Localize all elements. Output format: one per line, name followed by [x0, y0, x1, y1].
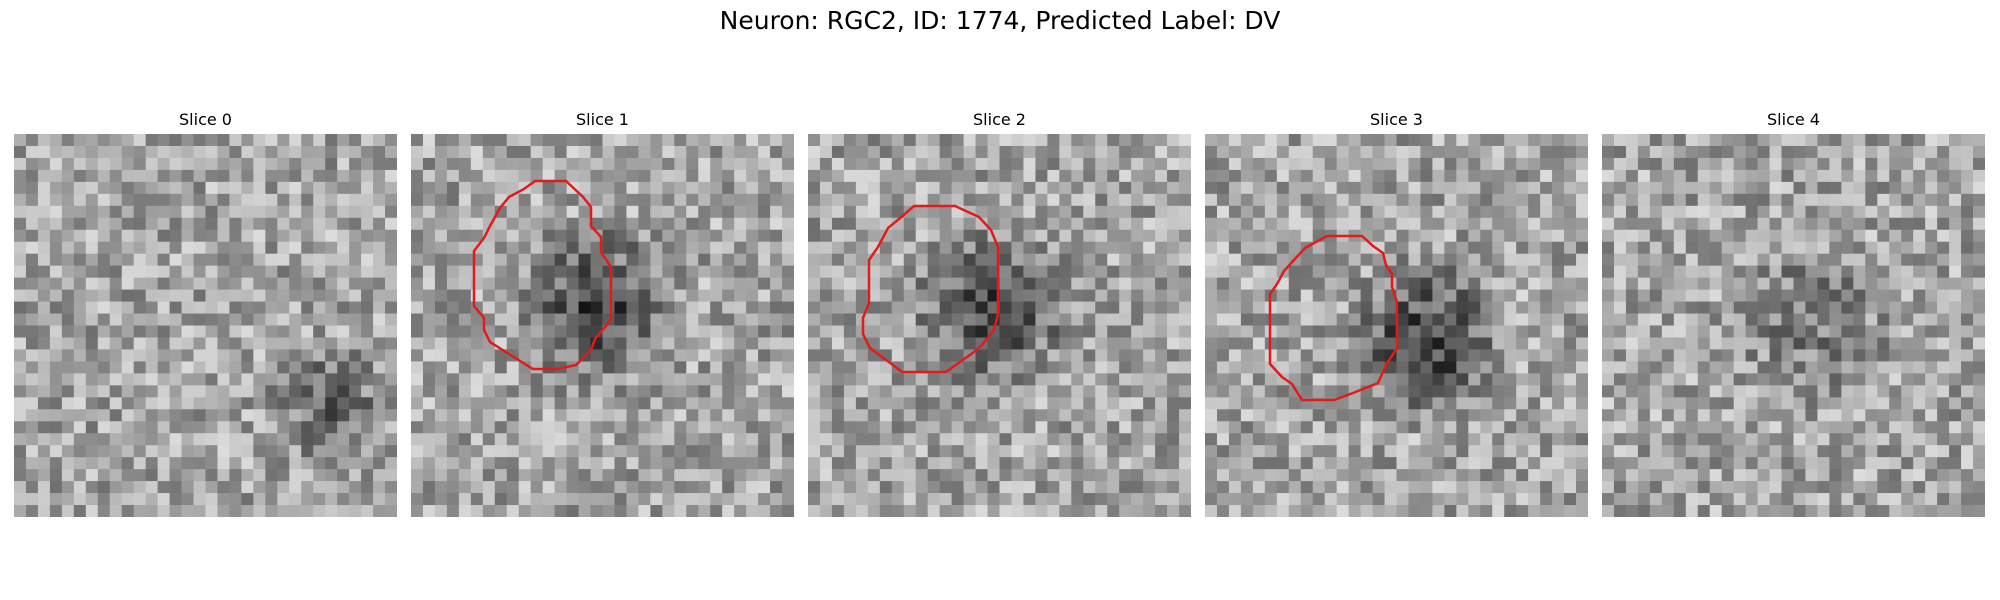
slice-title-1: Slice 1: [576, 110, 629, 129]
slice-title-4: Slice 4: [1767, 110, 1820, 129]
slice-panel-2: Slice 2: [808, 108, 1191, 517]
slice-title-2: Slice 2: [973, 110, 1026, 129]
roi-contour-3: [1268, 234, 1399, 402]
roi-contour-2: [861, 204, 1000, 374]
slice-panel-1: Slice 1: [411, 108, 794, 517]
slice-panel-3: Slice 3: [1205, 108, 1588, 517]
slice-image-1: [411, 134, 794, 517]
roi-contour-1: [472, 179, 613, 371]
slice-image-3: [1205, 134, 1588, 517]
slice-image-0: [14, 134, 397, 517]
slice-title-0: Slice 0: [179, 110, 232, 129]
slice-image-4: [1602, 134, 1985, 517]
slice-title-3: Slice 3: [1370, 110, 1423, 129]
figure-title: Neuron: RGC2, ID: 1774, Predicted Label:…: [719, 6, 1281, 35]
slice-image-2: [808, 134, 1191, 517]
slice-panel-4: Slice 4: [1602, 108, 1985, 517]
slice-panel-0: Slice 0: [14, 108, 397, 517]
